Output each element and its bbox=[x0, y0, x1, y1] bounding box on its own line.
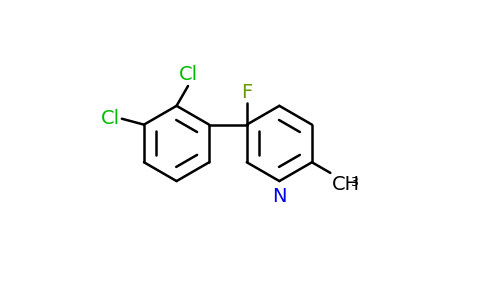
Text: F: F bbox=[241, 83, 252, 102]
Text: Cl: Cl bbox=[101, 109, 120, 128]
Text: Cl: Cl bbox=[179, 65, 197, 84]
Text: N: N bbox=[272, 187, 287, 206]
Text: CH: CH bbox=[332, 175, 360, 194]
Text: 3: 3 bbox=[350, 176, 358, 188]
